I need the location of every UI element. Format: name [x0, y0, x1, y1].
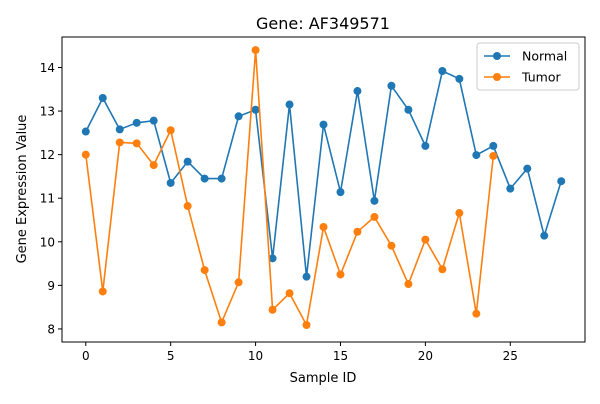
data-point-normal	[149, 116, 158, 125]
x-tick-label: 25	[503, 349, 518, 363]
data-point-normal	[421, 141, 430, 150]
data-point-tumor	[387, 241, 396, 250]
y-tick-label: 12	[40, 148, 55, 162]
data-point-normal	[353, 87, 362, 96]
x-tick-label: 10	[248, 349, 263, 363]
data-point-tumor	[98, 287, 107, 296]
legend-marker-normal	[493, 52, 501, 60]
data-point-normal	[489, 141, 498, 150]
data-point-normal	[251, 105, 260, 114]
data-point-normal	[319, 120, 328, 129]
data-point-tumor	[200, 266, 209, 275]
data-point-normal	[523, 164, 532, 173]
data-point-tumor	[404, 280, 413, 289]
data-point-tumor	[285, 289, 294, 298]
y-tick-label: 11	[40, 192, 55, 206]
data-point-tumor	[319, 222, 328, 231]
data-point-normal	[336, 188, 345, 197]
data-point-normal	[166, 178, 175, 187]
legend-box	[476, 42, 580, 91]
y-tick-label: 9	[47, 279, 55, 293]
data-point-normal	[387, 81, 396, 90]
data-point-tumor	[489, 151, 498, 160]
data-point-normal	[302, 272, 311, 281]
plot-area-frame	[61, 36, 586, 343]
data-point-tumor	[302, 321, 311, 330]
data-point-tumor	[370, 212, 379, 221]
x-tick-label: 0	[82, 349, 90, 363]
y-tick-label: 8	[47, 322, 55, 336]
chart-title: Gene: AF349571	[256, 14, 390, 33]
x-tick-label: 20	[418, 349, 433, 363]
y-tick-label: 13	[40, 105, 55, 119]
y-axis: 8 9 10 11 12 13 14	[40, 61, 62, 336]
x-axis-title: Sample ID	[290, 371, 357, 386]
legend-marker-tumor	[493, 73, 501, 81]
data-point-tumor	[251, 46, 260, 55]
data-point-normal	[234, 112, 243, 121]
data-point-normal	[404, 105, 413, 114]
data-point-tumor	[353, 227, 362, 236]
data-point-tumor	[472, 309, 481, 318]
legend: Normal Tumor	[476, 42, 580, 91]
series-layer	[81, 46, 566, 330]
data-point-tumor	[438, 265, 447, 274]
data-point-normal	[285, 100, 294, 109]
x-axis: 0 5 10 15 20 25	[82, 342, 518, 363]
data-point-normal	[540, 231, 549, 240]
y-tick-label: 14	[40, 61, 55, 75]
data-point-normal	[472, 151, 481, 160]
legend-label-normal: Normal	[522, 49, 567, 64]
data-point-tumor	[183, 202, 192, 211]
data-point-normal	[557, 177, 566, 186]
data-point-normal	[370, 196, 379, 205]
data-point-tumor	[234, 278, 243, 287]
data-point-tumor	[336, 270, 345, 279]
y-axis-title: Gene Expression Value	[15, 115, 30, 264]
data-point-normal	[81, 127, 90, 136]
x-tick-label: 15	[333, 349, 348, 363]
data-point-normal	[455, 74, 464, 83]
data-point-normal	[217, 174, 226, 183]
data-point-normal	[183, 157, 192, 166]
data-point-tumor	[81, 150, 90, 159]
data-point-tumor	[132, 139, 141, 148]
data-point-normal	[98, 94, 107, 102]
data-point-normal	[200, 174, 209, 183]
data-point-tumor	[217, 318, 226, 327]
data-point-tumor	[455, 209, 464, 218]
data-point-normal	[132, 118, 141, 127]
data-point-tumor	[268, 305, 277, 314]
data-point-normal	[438, 66, 447, 75]
y-tick-label: 10	[40, 235, 55, 249]
legend-label-tumor: Tumor	[521, 70, 561, 85]
data-point-normal	[268, 254, 277, 263]
data-point-normal	[506, 184, 515, 193]
data-point-normal	[115, 125, 124, 134]
data-point-tumor	[115, 138, 124, 147]
x-tick-label: 5	[167, 349, 175, 363]
series-line-tumor	[85, 50, 495, 328]
data-point-tumor	[421, 235, 430, 244]
series-line-normal	[85, 69, 562, 277]
data-point-tumor	[166, 126, 175, 135]
data-point-tumor	[149, 161, 158, 170]
